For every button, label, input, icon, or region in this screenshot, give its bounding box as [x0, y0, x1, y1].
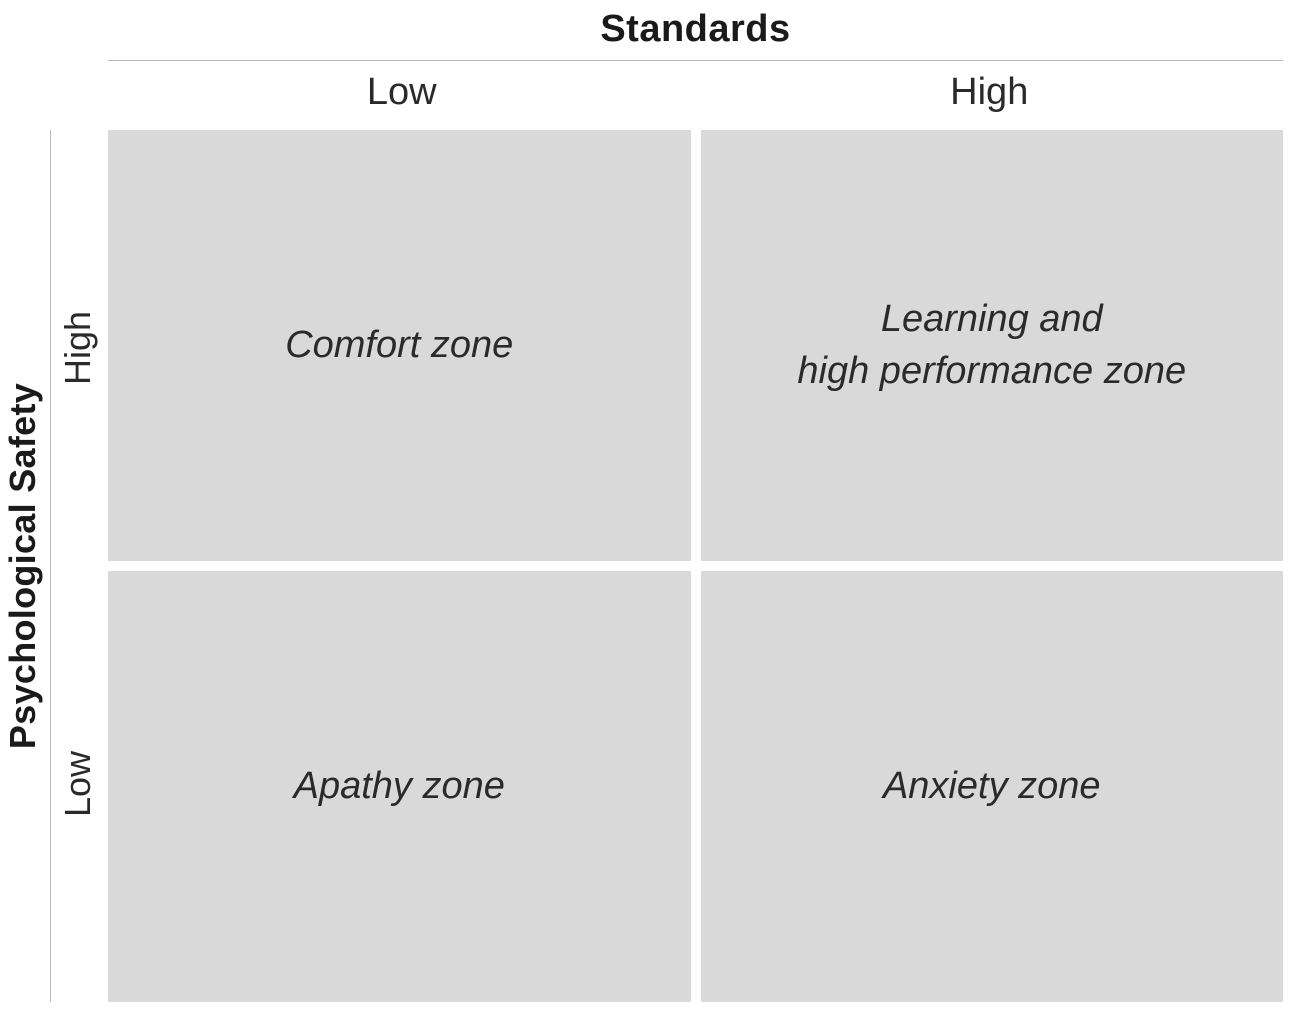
cell-label: Apathy zone [294, 761, 505, 812]
cell-label: Comfort zone [285, 320, 513, 371]
x-axis-labels: Low High [108, 60, 1283, 114]
y-axis-label-low: Low [51, 566, 106, 1002]
y-axis-label-low-text: Low [58, 751, 100, 817]
x-axis-label-high: High [696, 61, 1284, 114]
cell-learning-zone: Learning and high performance zone [701, 130, 1284, 561]
cell-apathy-zone: Apathy zone [108, 571, 691, 1002]
quadrant-grid: Comfort zone Learning and high performan… [108, 130, 1283, 1002]
x-axis-title: Standards [108, 8, 1283, 51]
y-axis-label-high: High [51, 130, 106, 566]
y-axis-label-high-text: High [58, 311, 100, 385]
quadrant-diagram: Standards Low High Psychological Safety … [0, 0, 1313, 1020]
y-axis-title-container: Psychological Safety [0, 130, 48, 1002]
x-axis-label-low: Low [108, 61, 696, 114]
cell-label: Anxiety zone [883, 761, 1101, 812]
cell-comfort-zone: Comfort zone [108, 130, 691, 561]
cell-label: Learning and high performance zone [797, 294, 1186, 397]
cell-anxiety-zone: Anxiety zone [701, 571, 1284, 1002]
y-axis-labels: High Low [50, 130, 106, 1002]
y-axis-title: Psychological Safety [2, 383, 44, 749]
